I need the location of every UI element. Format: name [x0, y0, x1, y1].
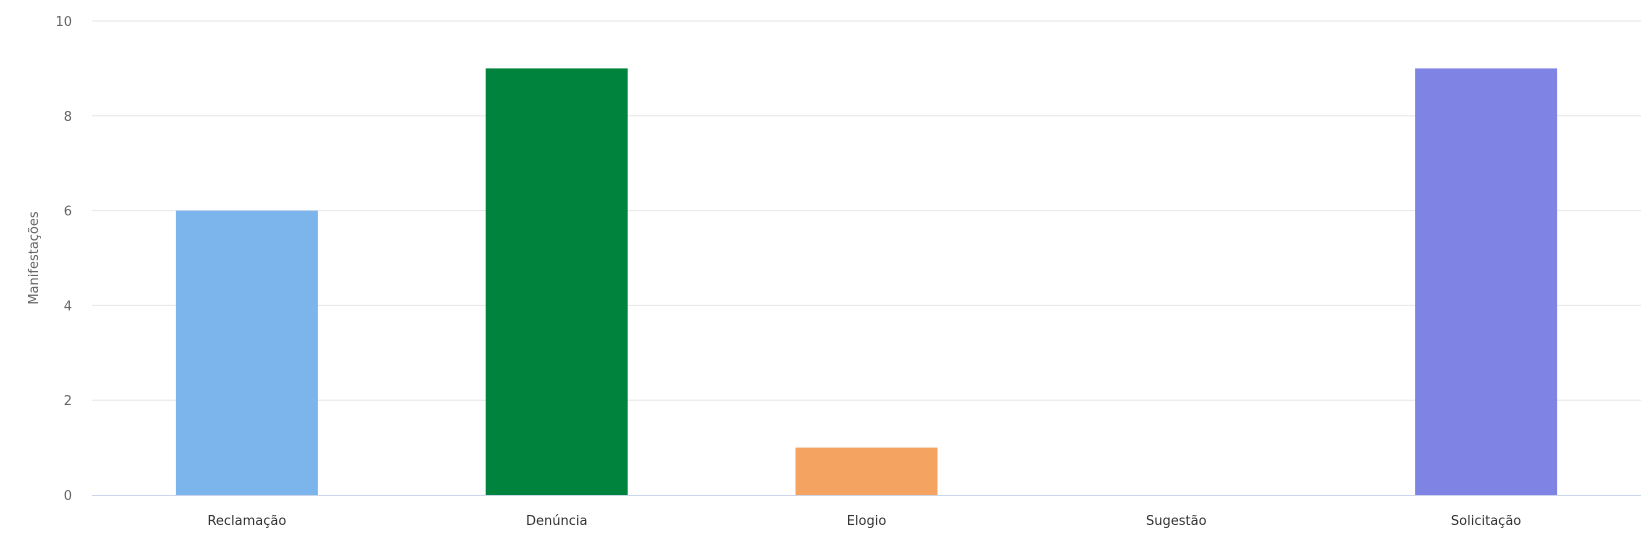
x-category-label: Elogio — [847, 514, 887, 529]
y-tick-label: 2 — [64, 394, 72, 409]
y-tick-label: 4 — [64, 299, 72, 314]
y-axis-ticks: 0 2 4 6 8 10 — [55, 15, 72, 504]
y-tick-label: 10 — [55, 15, 72, 30]
x-category-label: Solicitação — [1451, 514, 1521, 529]
bars — [175, 68, 1558, 496]
bar-3[interactable] — [795, 447, 938, 495]
y-axis-title: Manifestações — [27, 211, 42, 305]
x-category-label: Sugestão — [1146, 514, 1207, 529]
y-tick-label: 6 — [64, 205, 72, 220]
bar-2[interactable] — [485, 68, 628, 496]
y-tick-label: 8 — [64, 110, 72, 125]
y-tick-label: 0 — [64, 489, 72, 504]
x-category-label: Denúncia — [526, 514, 587, 529]
x-axis-labels: Reclamação Denúncia Elogio Sugestão Solicita… — [207, 514, 1521, 529]
grid-lines — [92, 20, 1641, 401]
bar-5[interactable] — [1415, 68, 1558, 496]
bar-1[interactable] — [175, 210, 318, 495]
x-category-label: Reclamação — [207, 514, 286, 529]
